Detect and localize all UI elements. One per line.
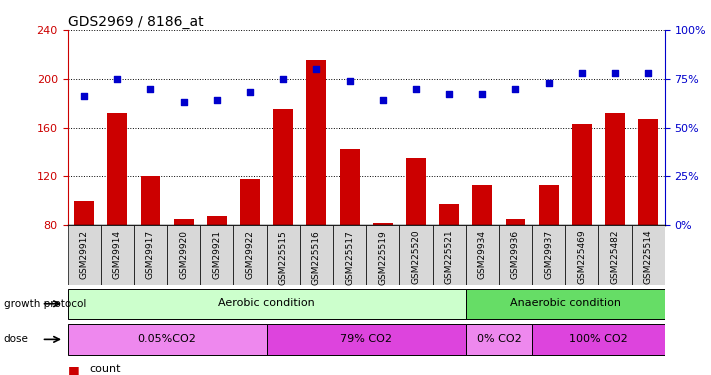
Bar bbox=[107, 113, 127, 322]
Text: dose: dose bbox=[4, 334, 28, 344]
Bar bbox=[300, 225, 333, 285]
Bar bbox=[267, 225, 300, 285]
Text: GDS2969 / 8186_at: GDS2969 / 8186_at bbox=[68, 15, 203, 29]
Point bbox=[211, 97, 223, 103]
Point bbox=[444, 92, 455, 98]
Bar bbox=[68, 324, 267, 355]
Bar bbox=[141, 176, 161, 322]
Bar bbox=[406, 158, 426, 322]
Text: GSM29912: GSM29912 bbox=[80, 230, 89, 279]
Bar bbox=[366, 225, 400, 285]
Bar bbox=[233, 225, 267, 285]
Bar bbox=[74, 201, 94, 322]
Text: GSM29922: GSM29922 bbox=[245, 230, 255, 279]
Bar bbox=[68, 289, 466, 319]
Bar bbox=[134, 225, 167, 285]
Bar bbox=[173, 219, 193, 322]
Point bbox=[609, 70, 621, 76]
Bar bbox=[439, 204, 459, 322]
Point bbox=[377, 97, 388, 103]
Bar bbox=[631, 225, 665, 285]
Text: GSM225469: GSM225469 bbox=[577, 230, 587, 284]
Text: GSM29936: GSM29936 bbox=[511, 230, 520, 279]
Bar bbox=[400, 225, 432, 285]
Point bbox=[410, 86, 422, 92]
Text: GSM29934: GSM29934 bbox=[478, 230, 487, 279]
Point bbox=[178, 99, 189, 105]
Point bbox=[311, 66, 322, 72]
Bar bbox=[506, 219, 525, 322]
Text: 100% CO2: 100% CO2 bbox=[569, 334, 628, 344]
Point bbox=[510, 86, 521, 92]
Text: growth protocol: growth protocol bbox=[4, 299, 86, 309]
Text: Aerobic condition: Aerobic condition bbox=[218, 298, 315, 308]
Bar bbox=[306, 60, 326, 322]
Bar bbox=[466, 324, 532, 355]
Text: 79% CO2: 79% CO2 bbox=[340, 334, 392, 344]
Point bbox=[78, 93, 90, 99]
Bar bbox=[539, 185, 559, 322]
Text: GSM225519: GSM225519 bbox=[378, 230, 387, 285]
Point bbox=[145, 86, 156, 92]
Bar bbox=[340, 149, 360, 322]
Bar bbox=[273, 109, 293, 322]
Bar bbox=[101, 225, 134, 285]
Bar bbox=[201, 225, 233, 285]
Text: 0% CO2: 0% CO2 bbox=[476, 334, 521, 344]
Text: GSM29917: GSM29917 bbox=[146, 230, 155, 279]
Text: GSM225514: GSM225514 bbox=[643, 230, 653, 284]
Bar bbox=[532, 225, 565, 285]
Point bbox=[112, 76, 123, 82]
Text: GSM29937: GSM29937 bbox=[544, 230, 553, 279]
Bar bbox=[167, 225, 201, 285]
Bar bbox=[499, 225, 532, 285]
Bar bbox=[466, 289, 665, 319]
Point bbox=[245, 89, 256, 95]
Text: GSM29914: GSM29914 bbox=[113, 230, 122, 279]
Point bbox=[476, 92, 488, 98]
Point bbox=[277, 76, 289, 82]
Point bbox=[576, 70, 587, 76]
Text: GSM29921: GSM29921 bbox=[213, 230, 221, 279]
Bar bbox=[373, 223, 392, 322]
Bar bbox=[638, 119, 658, 322]
Text: GSM225517: GSM225517 bbox=[345, 230, 354, 285]
Text: Anaerobic condition: Anaerobic condition bbox=[510, 298, 621, 308]
Point bbox=[543, 80, 555, 86]
Text: count: count bbox=[89, 364, 120, 374]
Text: ■: ■ bbox=[68, 364, 80, 375]
Bar bbox=[605, 113, 625, 322]
Text: GSM225521: GSM225521 bbox=[444, 230, 454, 284]
Bar bbox=[432, 225, 466, 285]
Text: GSM225516: GSM225516 bbox=[312, 230, 321, 285]
Bar bbox=[267, 324, 466, 355]
Bar bbox=[599, 225, 631, 285]
Bar bbox=[472, 185, 492, 322]
Bar bbox=[565, 225, 599, 285]
Bar bbox=[466, 225, 499, 285]
Point bbox=[643, 70, 654, 76]
Bar bbox=[333, 225, 366, 285]
Text: GSM225482: GSM225482 bbox=[611, 230, 619, 284]
Bar bbox=[240, 179, 260, 322]
Bar bbox=[68, 225, 101, 285]
Bar bbox=[532, 324, 665, 355]
Bar bbox=[207, 216, 227, 322]
Text: 0.05%CO2: 0.05%CO2 bbox=[138, 334, 196, 344]
Bar bbox=[572, 124, 592, 322]
Text: GSM29920: GSM29920 bbox=[179, 230, 188, 279]
Point bbox=[344, 78, 356, 84]
Text: GSM225515: GSM225515 bbox=[279, 230, 288, 285]
Text: GSM225520: GSM225520 bbox=[412, 230, 420, 284]
